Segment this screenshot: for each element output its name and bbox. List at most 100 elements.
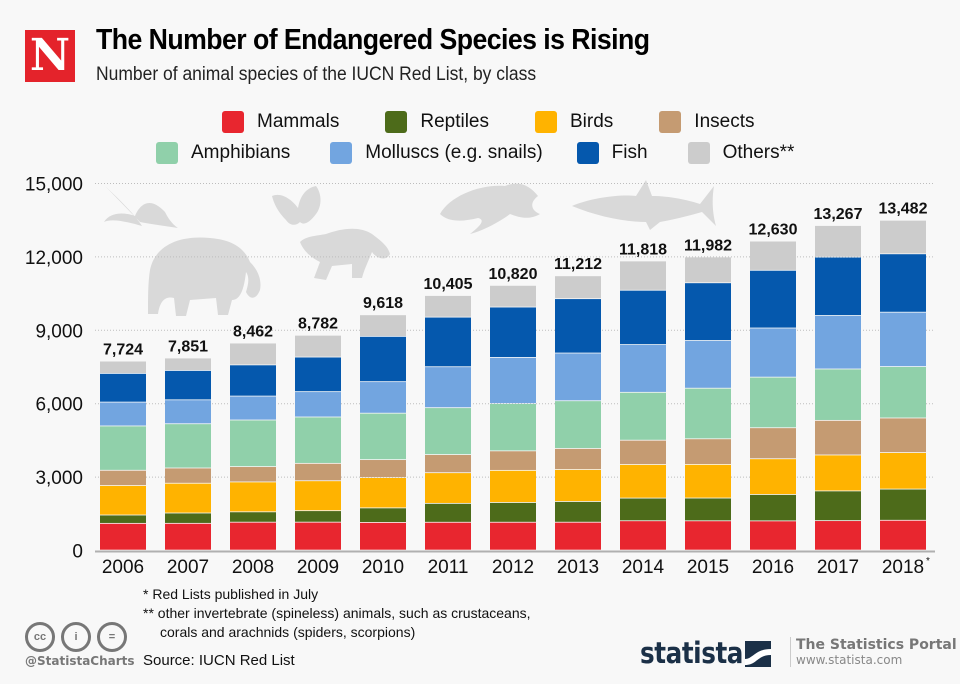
x-tick-label: 2010: [362, 557, 404, 578]
bar-segment-insects: [165, 468, 211, 483]
bar-stack-2012: [490, 285, 536, 550]
legend-row-2: Amphibians Molluscs (e.g. snails) Fish O…: [156, 142, 794, 164]
legend-item-fish: Fish: [576, 142, 648, 164]
legend-swatch: [330, 142, 353, 164]
y-tick-label: 9,000: [35, 321, 83, 342]
footnotes: * Red Lists published in July ** other i…: [143, 585, 531, 642]
bar-segment-molluscs: [425, 367, 471, 408]
legend-item-amphibians: Amphibians: [156, 142, 290, 164]
bar-segment-molluscs: [295, 392, 341, 417]
x-tick-label: 2008: [232, 557, 274, 578]
bar-segment-mammals: [555, 522, 601, 550]
bar-stack-2017: [815, 225, 861, 550]
total-label: 13,267: [814, 206, 863, 223]
bar-segment-birds: [230, 482, 276, 512]
bar-segment-amphibians: [360, 413, 406, 460]
bar-segment-reptiles: [230, 512, 276, 522]
y-tick-label: 3,000: [35, 468, 83, 489]
bar-segment-molluscs: [815, 315, 861, 369]
bar-segment-fish: [750, 270, 796, 328]
bar-segment-others: [815, 225, 861, 257]
bar-stack-2016: [750, 241, 796, 550]
bar-segment-others: [750, 241, 796, 270]
x-tick-label: 2014: [622, 557, 665, 578]
legend-swatch: [535, 111, 557, 133]
bar-segment-birds: [425, 473, 471, 503]
legend-label: Others**: [722, 142, 795, 163]
bar-segment-mammals: [230, 522, 276, 550]
x-tick-label: 2013: [557, 557, 599, 578]
bar-segment-mammals: [165, 523, 211, 550]
bar-segment-others: [490, 285, 536, 307]
legend-item-molluscs: Molluscs (e.g. snails): [330, 142, 543, 164]
footnote-others-line2: corals and arachnids (spiders, scorpions…: [160, 624, 416, 640]
bar-segment-others: [295, 335, 341, 357]
bar-segment-amphibians: [425, 408, 471, 455]
bar-segment-others: [685, 257, 731, 283]
bar-segment-mammals: [880, 520, 926, 550]
total-label: 11,818: [619, 241, 667, 258]
bar-segment-birds: [880, 452, 926, 489]
bar-segment-others: [620, 261, 666, 290]
bar-segment-insects: [295, 463, 341, 481]
statistics-portal: The Statistics Portal www.statista.com: [790, 637, 957, 667]
bar-segment-mammals: [100, 523, 146, 550]
bar-segment-fish: [295, 357, 341, 392]
bar-segment-amphibians: [555, 401, 601, 449]
legend-swatch: [576, 142, 599, 164]
bar-segment-reptiles: [815, 491, 861, 521]
bar-segment-molluscs: [750, 328, 796, 377]
bar-stack-2009: [295, 335, 341, 550]
bar-segment-fish: [620, 290, 666, 345]
statista-logo-text: statista: [640, 636, 744, 670]
y-tick-label: 12,000: [25, 248, 83, 269]
bar-segment-birds: [685, 464, 731, 498]
bar-segment-birds: [360, 477, 406, 508]
bar-segment-reptiles: [100, 515, 146, 523]
total-label: 9,618: [363, 295, 403, 312]
footnote-july: * Red Lists published in July: [143, 586, 319, 602]
bar-segment-fish: [425, 317, 471, 367]
bar-stack-2014: [620, 261, 666, 550]
legend-label: Molluscs (e.g. snails): [365, 142, 543, 163]
chart-title: The Number of Endangered Species is Risi…: [96, 24, 650, 56]
bar-segment-birds: [100, 485, 146, 515]
bar-segment-amphibians: [620, 392, 666, 440]
bar-segment-insects: [230, 467, 276, 482]
portal-url[interactable]: www.statista.com: [796, 653, 903, 667]
bar-segment-molluscs: [230, 396, 276, 420]
bar-segment-fish: [880, 254, 926, 312]
total-label: 8,782: [298, 316, 338, 333]
x-tick-label: 2012: [492, 557, 534, 578]
footnote-others-line1: ** other invertebrate (spineless) animal…: [143, 605, 531, 621]
legend-swatch: [385, 111, 408, 133]
bar-segment-others: [555, 276, 601, 299]
bar-segment-mammals: [620, 521, 666, 550]
statista-charts-handle: @StatistaCharts: [25, 654, 135, 668]
bar-stack-2008: [230, 343, 276, 550]
bar-segment-reptiles: [425, 503, 471, 522]
bar-segment-molluscs: [685, 340, 731, 388]
x-tick-label: 2006: [102, 557, 144, 578]
bar-segment-mammals: [295, 522, 341, 550]
bar-segment-others: [880, 220, 926, 254]
bar-segment-insects: [815, 420, 861, 455]
x-tick-label: 2017: [817, 557, 859, 578]
bar-segment-amphibians: [165, 424, 211, 468]
no-derivatives-icon: =: [97, 622, 127, 652]
legend-label: Fish: [611, 142, 648, 163]
bar-segment-amphibians: [100, 426, 146, 470]
newsweek-logo: N: [25, 30, 75, 82]
bar-segment-amphibians: [815, 369, 861, 420]
total-label: 8,462: [233, 323, 273, 340]
bar-segment-reptiles: [165, 513, 211, 523]
bar-segment-mammals: [425, 522, 471, 550]
bar-segment-fish: [360, 336, 406, 382]
y-axis: 0 3,000 6,000 9,000 12,000 15,000: [25, 175, 83, 563]
legend-label: Insects: [694, 111, 755, 132]
bar-segment-fish: [100, 373, 146, 402]
bar-segment-fish: [685, 283, 731, 341]
bar-segment-insects: [685, 439, 731, 464]
bar-segment-insects: [555, 448, 601, 470]
bar-segment-amphibians: [295, 417, 341, 463]
